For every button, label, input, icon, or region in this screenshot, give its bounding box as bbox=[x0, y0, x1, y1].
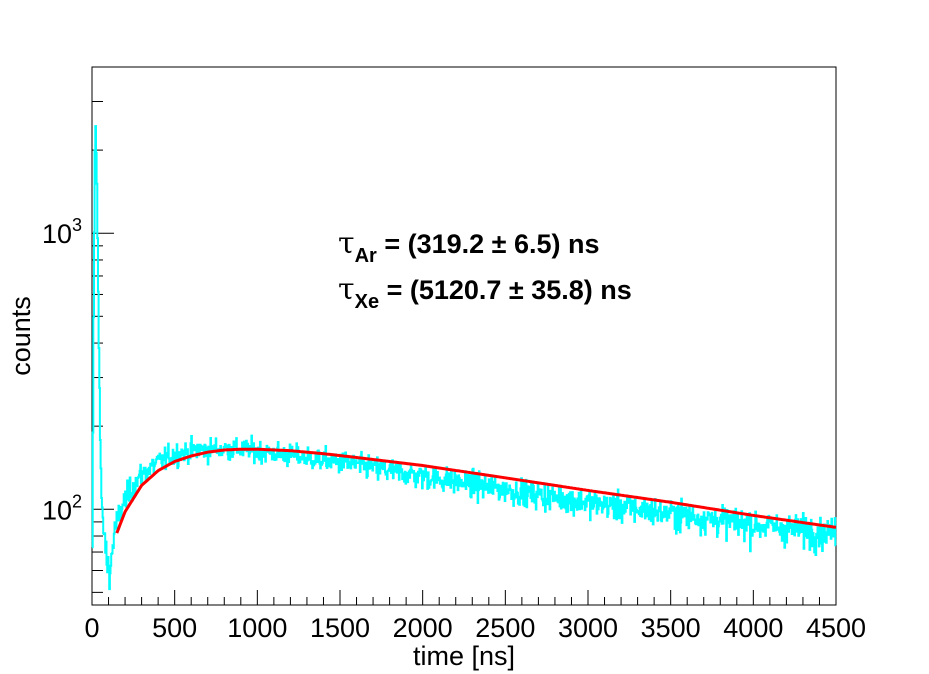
x-axis-title: time [ns] bbox=[413, 641, 515, 671]
y-axis-tick-labels: 102 103 bbox=[42, 215, 82, 525]
x-tick-label: 4500 bbox=[806, 613, 866, 643]
y-tick-label: 103 bbox=[42, 215, 82, 249]
x-tick-label: 0 bbox=[84, 613, 99, 643]
fit-curve-series bbox=[115, 447, 837, 534]
data-histogram-series bbox=[91, 125, 837, 591]
y-tick-label: 102 bbox=[42, 491, 82, 525]
annotation-tau-xe: τXe = (5120.7 ± 35.8) ns bbox=[338, 272, 632, 313]
x-tick-label: 2500 bbox=[475, 613, 535, 643]
x-tick-label: 1000 bbox=[227, 613, 287, 643]
x-tick-label: 3000 bbox=[558, 613, 618, 643]
x-tick-label: 3500 bbox=[641, 613, 701, 643]
x-axis-ticks bbox=[91, 590, 837, 605]
y-axis-title: counts bbox=[6, 296, 36, 376]
annotation-tau-ar: τAr = (319.2 ± 6.5) ns bbox=[338, 226, 600, 267]
plot-frame bbox=[91, 66, 837, 606]
x-tick-label: 1500 bbox=[310, 613, 370, 643]
x-tick-label: 500 bbox=[152, 613, 197, 643]
x-tick-label: 2000 bbox=[393, 613, 453, 643]
x-tick-label: 4000 bbox=[723, 613, 783, 643]
x-axis-tick-labels: 0 500 1000 1500 2000 2500 3000 3500 4000 4500 bbox=[84, 613, 866, 643]
